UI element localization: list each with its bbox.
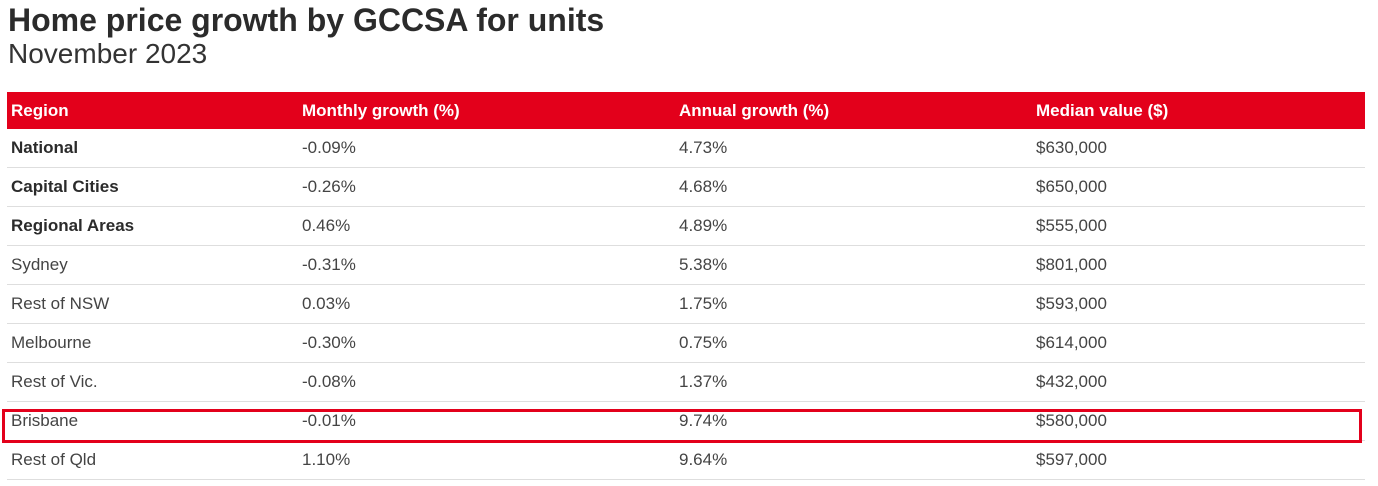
cell-monthly-growth: -0.31% xyxy=(298,245,675,285)
cell-monthly-growth: 1.10% xyxy=(298,440,675,480)
table-header: Region Monthly growth (%) Annual growth … xyxy=(7,92,1365,129)
cell-annual-growth: 9.74% xyxy=(675,401,1032,441)
cell-region: Rest of Vic. xyxy=(7,362,298,402)
cell-median-value: $555,000 xyxy=(1032,206,1365,246)
cell-median-value: $614,000 xyxy=(1032,323,1365,363)
cell-median-value: $630,000 xyxy=(1032,129,1365,168)
cell-region: Sydney xyxy=(7,245,298,285)
cell-monthly-growth: -0.01% xyxy=(298,401,675,441)
table-row: Melbourne -0.30% 0.75% $614,000 xyxy=(7,323,1365,363)
table-row: National -0.09% 4.73% $630,000 xyxy=(7,129,1365,168)
cell-monthly-growth: -0.09% xyxy=(298,129,675,168)
cell-annual-growth: 4.73% xyxy=(675,129,1032,168)
cell-region: Brisbane xyxy=(7,401,298,441)
cell-region: National xyxy=(7,129,298,168)
cell-annual-growth: 4.89% xyxy=(675,206,1032,246)
cell-median-value: $597,000 xyxy=(1032,440,1365,480)
cell-median-value: $650,000 xyxy=(1032,167,1365,207)
table-row: Rest of Qld 1.10% 9.64% $597,000 xyxy=(7,440,1365,480)
cell-median-value: $432,000 xyxy=(1032,362,1365,402)
cell-annual-growth: 5.38% xyxy=(675,245,1032,285)
cell-monthly-growth: -0.26% xyxy=(298,167,675,207)
table-row: Sydney -0.31% 5.38% $801,000 xyxy=(7,245,1365,285)
page-title: Home price growth by GCCSA for units xyxy=(8,2,605,38)
page-subtitle: November 2023 xyxy=(8,38,208,69)
cell-region: Capital Cities xyxy=(7,167,298,207)
table-header-row: Region Monthly growth (%) Annual growth … xyxy=(7,92,1365,129)
cell-region: Rest of NSW xyxy=(7,284,298,324)
cell-median-value: $593,000 xyxy=(1032,284,1365,324)
table-row-highlighted: Brisbane -0.01% 9.74% $580,000 xyxy=(7,401,1365,441)
column-header-region: Region xyxy=(11,100,69,120)
column-header-median-value: Median value ($) xyxy=(1036,100,1169,120)
cell-region: Melbourne xyxy=(7,323,298,363)
cell-annual-growth: 1.75% xyxy=(675,284,1032,324)
table-row: Rest of Vic. -0.08% 1.37% $432,000 xyxy=(7,362,1365,402)
cell-median-value: $580,000 xyxy=(1032,401,1365,441)
growth-table-container: Region Monthly growth (%) Annual growth … xyxy=(7,92,1365,480)
table-row: Capital Cities -0.26% 4.68% $650,000 xyxy=(7,167,1365,207)
column-header-monthly-growth: Monthly growth (%) xyxy=(302,100,460,120)
table-row: Regional Areas 0.46% 4.89% $555,000 xyxy=(7,206,1365,246)
cell-median-value: $801,000 xyxy=(1032,245,1365,285)
table-row: Rest of NSW 0.03% 1.75% $593,000 xyxy=(7,284,1365,324)
cell-monthly-growth: -0.08% xyxy=(298,362,675,402)
cell-region: Rest of Qld xyxy=(7,440,298,480)
cell-monthly-growth: 0.46% xyxy=(298,206,675,246)
cell-monthly-growth: 0.03% xyxy=(298,284,675,324)
table-body: National -0.09% 4.73% $630,000 Capital C… xyxy=(7,129,1365,480)
cell-annual-growth: 1.37% xyxy=(675,362,1032,402)
growth-table: Region Monthly growth (%) Annual growth … xyxy=(7,92,1365,480)
cell-annual-growth: 9.64% xyxy=(675,440,1032,480)
cell-annual-growth: 0.75% xyxy=(675,323,1032,363)
cell-region: Regional Areas xyxy=(7,206,298,246)
cell-annual-growth: 4.68% xyxy=(675,167,1032,207)
column-header-annual-growth: Annual growth (%) xyxy=(679,100,830,120)
cell-monthly-growth: -0.30% xyxy=(298,323,675,363)
